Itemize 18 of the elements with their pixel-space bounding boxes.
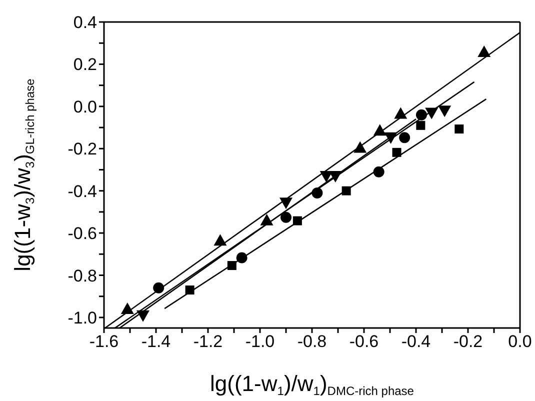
x-tick-label: -1.0 [245,332,275,352]
y-tick-label: -1.0 [68,308,97,328]
y-tick-label: 0.2 [73,55,97,74]
y-tick-label: -0.2 [68,140,97,159]
x-tick-label: -1.4 [141,332,171,352]
x-tick-label: -0.8 [297,332,327,352]
x-tick-label: -0.4 [401,332,431,352]
x-axis-title: lg((1-w$_{1}$)/w$_{1}$)$_{DMC-rich phase}$ [210,371,414,398]
y-tick-label: 0.4 [73,13,97,32]
y-tick-label: 0.0 [73,97,97,116]
x-tick-label: 0.0 [508,332,532,352]
x-tick-label: -0.2 [453,332,483,352]
x-tick-label: -0.6 [349,332,379,352]
y-tick-label: -0.6 [68,224,97,244]
x-tick-label: -1.6 [89,332,119,352]
y-tick-label: -0.8 [68,266,97,286]
y-tick-label: -0.4 [68,182,97,201]
x-tick-label: -1.2 [193,332,223,352]
